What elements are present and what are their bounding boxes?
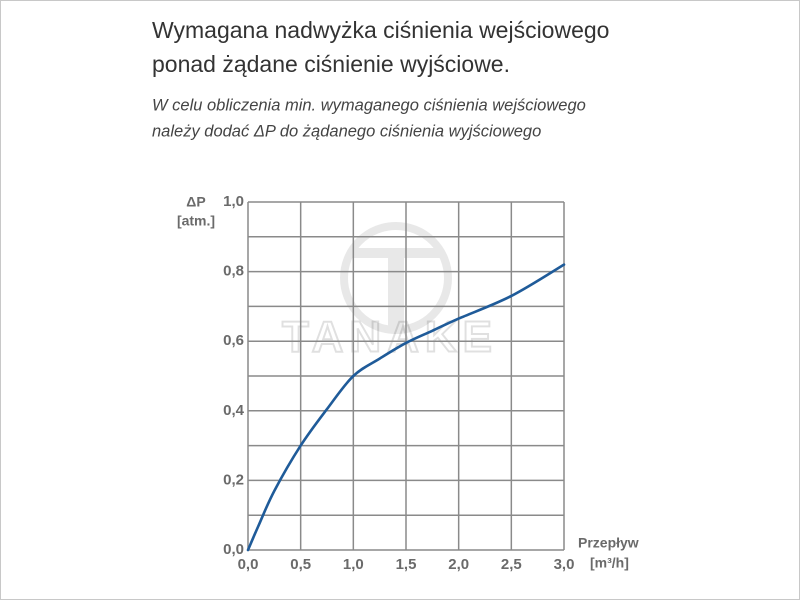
watermark: TANAKE — [282, 313, 498, 362]
x-tick-label: 0,5 — [290, 556, 311, 573]
y-tick-label: 0,6 — [223, 332, 244, 349]
x-tick-label: 0,0 — [238, 556, 259, 573]
data-line — [246, 263, 566, 552]
x-tick-label: 3,0 — [554, 556, 575, 573]
y-tick-label: 0,0 — [223, 541, 244, 558]
x-tick-label: 1,5 — [396, 556, 417, 573]
x-tick-label: 1,0 — [343, 556, 364, 573]
y-tick-label: 0,8 — [223, 263, 244, 280]
y-axis-label: ΔP — [186, 194, 205, 210]
title-line: ponad żądane ciśnienie wyjściowe. — [152, 51, 510, 77]
title-line: Wymagana nadwyżka ciśnienia wejściowego — [152, 17, 609, 43]
x-axis-label: [m³/h] — [590, 555, 629, 571]
x-tick-label: 2,5 — [501, 556, 522, 573]
x-tick-label: 2,0 — [448, 556, 469, 573]
watermark-logo — [340, 222, 452, 334]
subtitle-line: należy dodać ΔP do żądanego ciśnienia wy… — [152, 122, 541, 140]
x-axis-label: Przepływ — [578, 535, 639, 551]
y-tick-label: 1,0 — [223, 193, 244, 210]
subtitle-line: W celu obliczenia min. wymaganego ciśnie… — [152, 96, 586, 114]
y-tick-label: 0,2 — [223, 471, 244, 488]
y-axis-label: [atm.] — [177, 213, 215, 229]
y-tick-label: 0,4 — [223, 402, 245, 419]
